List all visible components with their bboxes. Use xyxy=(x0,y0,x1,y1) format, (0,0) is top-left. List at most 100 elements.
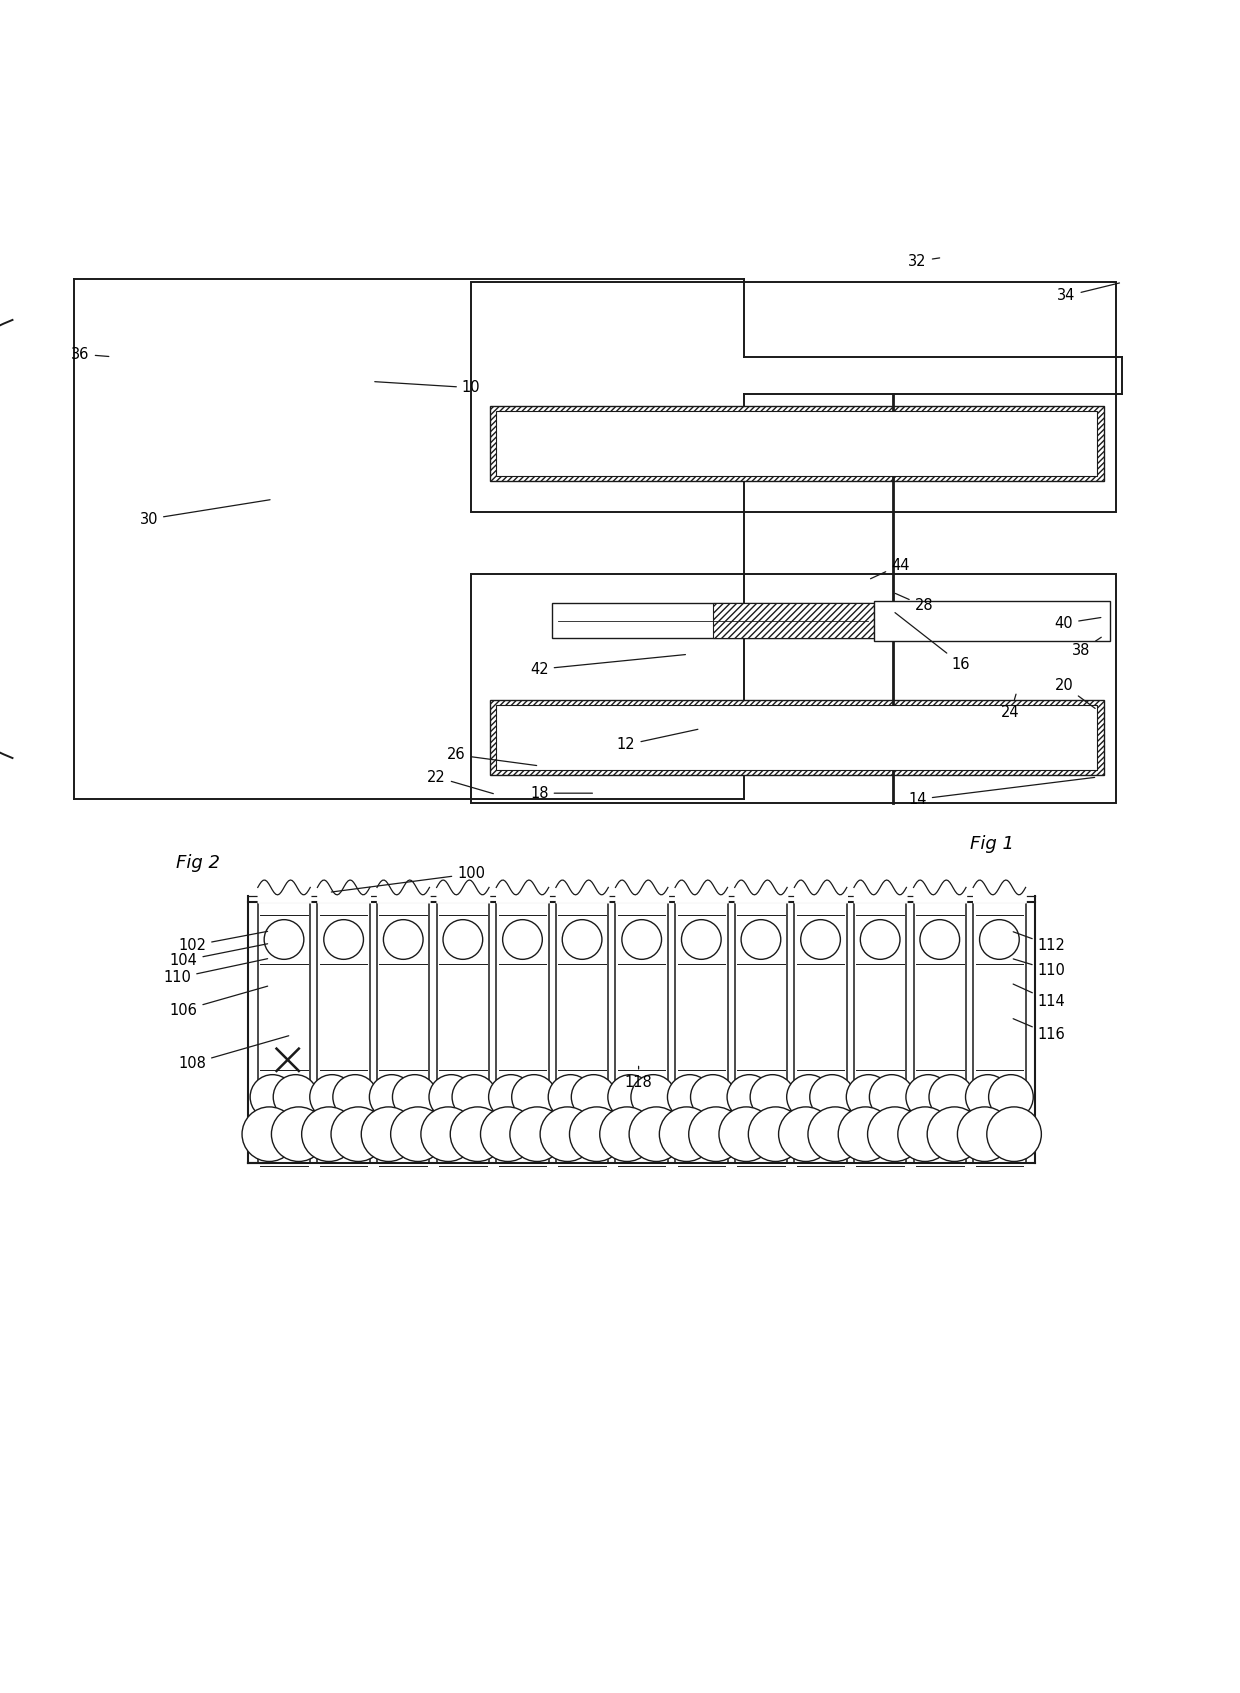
Bar xyxy=(490,701,1104,775)
Circle shape xyxy=(332,1075,377,1119)
Bar xyxy=(471,574,1116,802)
Text: 24: 24 xyxy=(1001,694,1021,720)
Circle shape xyxy=(392,1075,436,1119)
Circle shape xyxy=(929,1075,973,1119)
Circle shape xyxy=(808,1107,863,1161)
Circle shape xyxy=(242,1107,296,1161)
Circle shape xyxy=(810,1075,854,1119)
Bar xyxy=(552,603,874,638)
Circle shape xyxy=(502,919,542,960)
Bar xyxy=(874,601,1110,640)
Circle shape xyxy=(510,1107,564,1161)
Circle shape xyxy=(906,1075,951,1119)
Circle shape xyxy=(748,1107,802,1161)
Circle shape xyxy=(548,1075,593,1119)
Text: 102: 102 xyxy=(179,931,268,953)
Circle shape xyxy=(801,919,841,960)
Text: 28: 28 xyxy=(895,594,934,613)
Circle shape xyxy=(869,1075,914,1119)
Circle shape xyxy=(779,1107,833,1161)
Circle shape xyxy=(453,1075,497,1119)
Text: 12: 12 xyxy=(616,730,698,752)
Circle shape xyxy=(324,919,363,960)
Bar xyxy=(496,706,1097,770)
Circle shape xyxy=(361,1107,415,1161)
Circle shape xyxy=(980,919,1019,960)
Circle shape xyxy=(838,1107,893,1161)
Bar xyxy=(471,283,1116,511)
Circle shape xyxy=(420,1107,475,1161)
Circle shape xyxy=(622,919,662,960)
Text: 114: 114 xyxy=(1013,984,1065,1009)
Circle shape xyxy=(331,1107,386,1161)
Circle shape xyxy=(562,919,601,960)
Circle shape xyxy=(600,1107,655,1161)
Circle shape xyxy=(608,1075,652,1119)
Circle shape xyxy=(301,1107,356,1161)
Circle shape xyxy=(846,1075,890,1119)
Text: 10: 10 xyxy=(374,381,481,394)
Circle shape xyxy=(660,1107,714,1161)
Circle shape xyxy=(966,1075,1011,1119)
Text: Fig 1: Fig 1 xyxy=(970,835,1014,853)
Text: 40: 40 xyxy=(1054,616,1101,631)
Circle shape xyxy=(667,1075,712,1119)
Text: 36: 36 xyxy=(72,347,109,362)
Circle shape xyxy=(742,919,781,960)
Circle shape xyxy=(868,1107,923,1161)
Circle shape xyxy=(727,1075,771,1119)
Circle shape xyxy=(572,1075,616,1119)
Circle shape xyxy=(987,1107,1042,1161)
Circle shape xyxy=(250,1075,295,1119)
Text: Fig 2: Fig 2 xyxy=(176,853,221,872)
Circle shape xyxy=(569,1107,624,1161)
Circle shape xyxy=(541,1107,595,1161)
Circle shape xyxy=(719,1107,774,1161)
Circle shape xyxy=(691,1075,735,1119)
Bar xyxy=(490,406,1104,481)
Text: 14: 14 xyxy=(909,777,1095,808)
Text: 106: 106 xyxy=(170,985,268,1017)
Circle shape xyxy=(629,1107,683,1161)
Circle shape xyxy=(928,1107,982,1161)
Text: 116: 116 xyxy=(1013,1019,1065,1043)
Text: 20: 20 xyxy=(1054,677,1095,708)
Text: 110: 110 xyxy=(164,958,268,985)
Text: 44: 44 xyxy=(870,557,909,579)
Text: 104: 104 xyxy=(170,943,268,968)
Text: 38: 38 xyxy=(1073,637,1101,659)
Text: 100: 100 xyxy=(331,867,485,892)
Text: 18: 18 xyxy=(531,786,593,801)
Circle shape xyxy=(512,1075,557,1119)
Text: 118: 118 xyxy=(625,1067,652,1090)
Bar xyxy=(713,603,874,638)
Circle shape xyxy=(370,1075,414,1119)
Text: 16: 16 xyxy=(895,613,970,672)
Bar xyxy=(496,411,1097,476)
Circle shape xyxy=(264,919,304,960)
Text: 34: 34 xyxy=(1058,283,1120,303)
Text: 42: 42 xyxy=(529,655,686,677)
Circle shape xyxy=(786,1075,831,1119)
Circle shape xyxy=(489,1075,533,1119)
Text: 112: 112 xyxy=(1013,931,1065,953)
Text: 22: 22 xyxy=(427,770,494,794)
Circle shape xyxy=(273,1075,317,1119)
Text: 108: 108 xyxy=(179,1036,289,1072)
Circle shape xyxy=(429,1075,474,1119)
Text: 30: 30 xyxy=(140,499,270,527)
Circle shape xyxy=(272,1107,326,1161)
Circle shape xyxy=(682,919,722,960)
Circle shape xyxy=(898,1107,952,1161)
Bar xyxy=(713,603,874,638)
Circle shape xyxy=(383,919,423,960)
Circle shape xyxy=(481,1107,534,1161)
Circle shape xyxy=(750,1075,795,1119)
Circle shape xyxy=(631,1075,676,1119)
Bar xyxy=(490,406,1104,481)
Circle shape xyxy=(310,1075,355,1119)
Circle shape xyxy=(988,1075,1033,1119)
Circle shape xyxy=(861,919,900,960)
Circle shape xyxy=(391,1107,445,1161)
Circle shape xyxy=(957,1107,1012,1161)
